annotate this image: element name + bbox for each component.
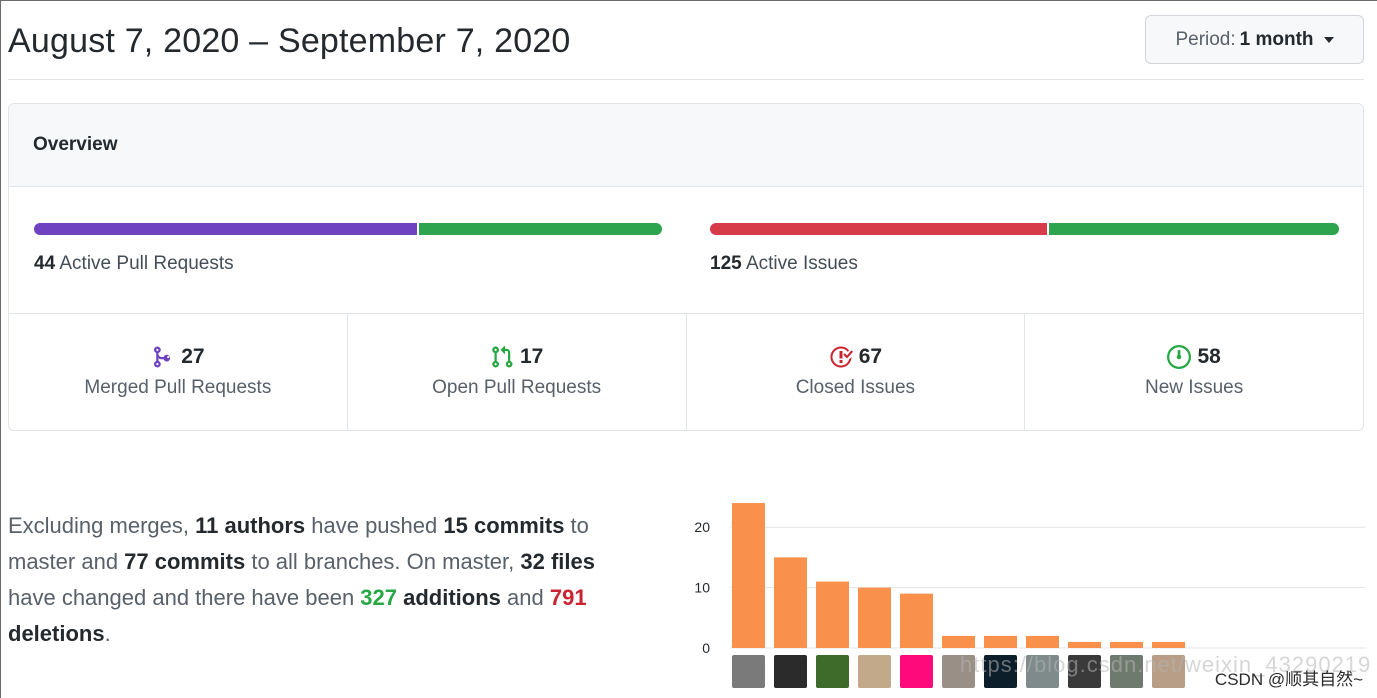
y-tick-label: 0 [702, 640, 710, 656]
overview-box: Overview 44 Active Pull Requests 125 Act… [8, 103, 1364, 431]
issue-closed-icon [830, 346, 853, 368]
stat-closed-issues[interactable]: 67 Closed Issues [687, 314, 1026, 430]
merged-label: Merged Pull Requests [84, 377, 272, 398]
active-issues-text: Active Issues [745, 253, 858, 274]
avatar[interactable] [1110, 655, 1143, 688]
open-pr-label: Open Pull Requests [432, 377, 602, 398]
overview-summary-row: 44 Active Pull Requests 125 Active Issue… [9, 187, 1363, 314]
pull-requests-progress [34, 223, 662, 235]
avatar[interactable] [942, 655, 975, 688]
bar-contributor-9[interactable] [1068, 641, 1101, 648]
bar-contributor-2[interactable] [774, 557, 807, 648]
bar-contributor-4[interactable] [858, 587, 891, 648]
pull-request-icon [492, 345, 513, 368]
active-issues-count: 125 [710, 253, 742, 274]
summary-text: to master and [8, 513, 589, 574]
date-range-title: August 7, 2020 – September 7, 2020 [8, 22, 571, 60]
avatar[interactable] [1152, 655, 1185, 688]
y-tick-label: 20 [694, 519, 710, 535]
issue-opened-icon [1167, 345, 1192, 369]
all-commits: 77 commits [124, 549, 246, 574]
summary-text: have changed and there have been [8, 585, 361, 610]
bar-contributor-1[interactable] [732, 503, 765, 648]
avatar[interactable] [732, 655, 765, 688]
bar-contributor-8[interactable] [1026, 635, 1059, 648]
open-pr-count: 17 [519, 345, 544, 368]
bar-contributor-11[interactable] [1152, 641, 1185, 648]
stat-open-prs[interactable]: 17 Open Pull Requests [348, 314, 687, 430]
summary-text: and [500, 585, 550, 610]
summary-text: to all branches. On master, [245, 549, 521, 574]
period-value: 1 month [1239, 28, 1314, 50]
pull-requests-label: 44 Active Pull Requests [34, 253, 662, 275]
contributors-bar-chart: 0 10 20 [694, 503, 1365, 656]
active-pr-count: 44 [34, 253, 56, 274]
avatar[interactable] [1068, 655, 1101, 688]
closed-issues-count: 67 [858, 345, 883, 368]
avatar[interactable] [900, 655, 933, 688]
stat-merged-prs[interactable]: 27 Merged Pull Requests [9, 314, 348, 430]
caret-down-icon [1323, 36, 1334, 43]
summary-text: have pushed [305, 513, 444, 538]
page-header: August 7, 2020 – September 7, 2020 Perio… [8, 0, 1364, 80]
contributors-chart: 0 10 20 [690, 480, 1365, 695]
y-tick-label: 10 [694, 580, 710, 596]
files-changed: 32 files [520, 549, 595, 574]
merged-count: 27 [181, 345, 205, 368]
closed-segment [710, 223, 1047, 235]
new-issues-label: New Issues [1145, 377, 1244, 398]
avatar[interactable] [774, 655, 807, 688]
summary-text: Excluding merges, [8, 513, 196, 538]
period-select-button[interactable]: Period: 1 month [1145, 15, 1364, 64]
stats-row: 27 Merged Pull Requests 17 Open Pull Req… [9, 314, 1363, 430]
bar-contributor-6[interactable] [942, 635, 975, 648]
period-prefix: Period: [1175, 28, 1236, 50]
active-pr-text: Active Pull Requests [59, 253, 234, 274]
watermark-text: CSDN @顺其自然~ [1214, 670, 1363, 689]
bar-contributor-7[interactable] [984, 635, 1017, 648]
avatar[interactable] [984, 655, 1017, 688]
deletions-word: deletions [8, 621, 105, 646]
watermark-url: https://blog.csdn.net/weixin_43290219 [960, 652, 1372, 677]
additions-word: additions [397, 585, 501, 610]
additions-count: 327 [360, 585, 398, 610]
stat-new-issues[interactable]: 58 New Issues [1025, 314, 1363, 430]
deletions-count: 791 [549, 585, 587, 610]
overview-title: Overview [9, 104, 1363, 187]
new-issues-count: 58 [1197, 345, 1221, 368]
avatar[interactable] [1026, 655, 1059, 688]
master-commits: 15 commits [443, 513, 565, 538]
bar-contributor-5[interactable] [900, 593, 933, 648]
authors-count: 11 authors [195, 513, 306, 538]
closed-issues-label: Closed Issues [795, 377, 916, 398]
bar-contributor-10[interactable] [1110, 641, 1143, 648]
bar-contributor-3[interactable] [816, 581, 849, 648]
issues-label: 125 Active Issues [710, 253, 1339, 275]
open-segment [419, 223, 662, 235]
merged-segment [34, 223, 418, 235]
avatar[interactable] [858, 655, 891, 688]
merge-icon [154, 346, 171, 368]
summary-text: . [104, 621, 111, 646]
open-segment [1048, 223, 1339, 235]
issues-progress [710, 223, 1339, 235]
issues-summary[interactable]: 125 Active Issues [710, 223, 1339, 275]
pull-requests-summary[interactable]: 44 Active Pull Requests [34, 223, 662, 275]
avatar[interactable] [816, 655, 849, 688]
commit-summary: Excluding merges, 11 authors have pushed… [8, 508, 648, 652]
